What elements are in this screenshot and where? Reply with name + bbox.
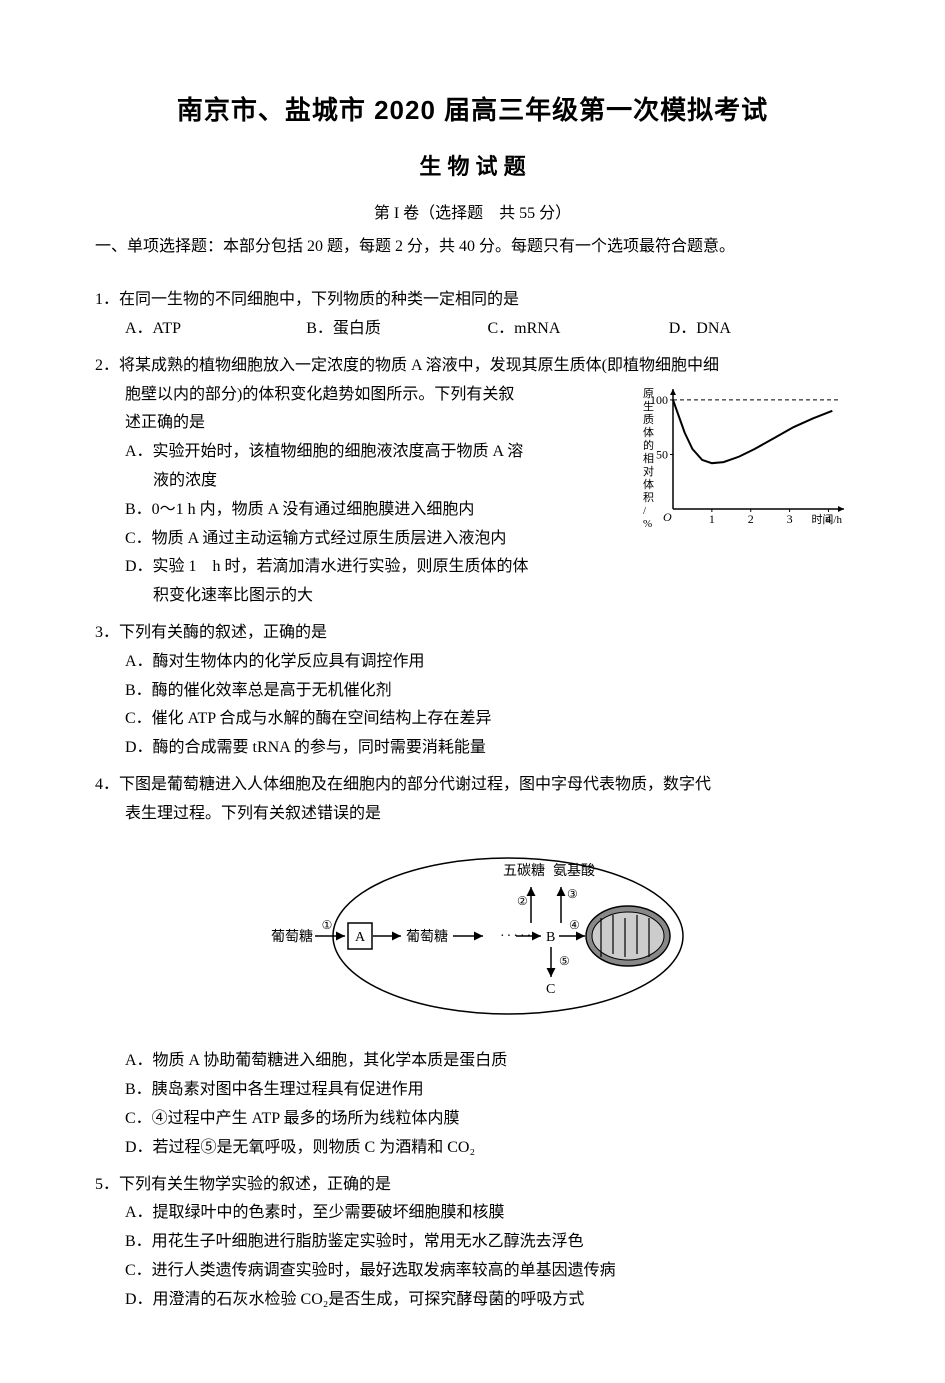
q3-option-d: D．酶的合成需要 tRNA 的参与，同时需要消耗能量 [125, 734, 850, 763]
svg-text:五碳糖: 五碳糖 [503, 863, 545, 879]
q4-options: A．物质 A 协助葡萄糖进入细胞，其化学本质是蛋白质 B．胰岛素对图中各生理过程… [95, 1047, 850, 1162]
q2-option-c: C．物质 A 通过主动运输方式经过原生质层进入液泡内 [125, 525, 623, 554]
svg-text:2: 2 [748, 512, 754, 526]
q1-option-c: C．mRNA [488, 315, 669, 344]
q2-option-d-line2: 积变化速率比图示的大 [125, 582, 623, 611]
q4-stem-line1: 4．下图是葡萄糖进入人体细胞及在细胞内的部分代谢过程，图中字母代表物质，数字代 [95, 771, 850, 800]
q4-option-c: C．④过程中产生 ATP 最多的场所为线粒体内膜 [125, 1105, 850, 1134]
q2-chart: 501001234O原生质体的相对体积/%时间/h [635, 381, 850, 539]
section-header: 第 I 卷（选择题 共 55 分） [95, 199, 850, 223]
q2-options: A．实验开始时，该植物细胞的细胞液浓度高于物质 A 溶 液的浓度 B．0～1 h… [95, 438, 623, 611]
svg-text:氨基酸: 氨基酸 [553, 862, 595, 879]
exam-title: 南京市、盐城市 2020 届高三年级第一次模拟考试 [95, 90, 850, 127]
svg-text:④: ④ [569, 918, 580, 932]
svg-text:对: 对 [643, 464, 654, 478]
q1-option-d: D．DNA [669, 315, 850, 344]
svg-text:积: 积 [643, 491, 654, 504]
q1-option-b: B．蛋白质 [306, 315, 487, 344]
svg-text:C: C [546, 982, 555, 997]
q4-option-a: A．物质 A 协助葡萄糖进入细胞，其化学本质是蛋白质 [125, 1047, 850, 1076]
exam-subtitle: 生 物 试 题 [95, 149, 850, 181]
section-instructions: 一、单项选择题：本部分包括 20 题，每题 2 分，共 40 分。每题只有一个选… [95, 233, 850, 260]
q3-option-b: B．酶的催化效率总是高于无机催化剂 [125, 677, 850, 706]
q5-stem: 5．下列有关生物学实验的叙述，正确的是 [95, 1171, 850, 1200]
svg-text:葡萄糖: 葡萄糖 [271, 929, 313, 945]
svg-text:生: 生 [643, 399, 654, 413]
svg-text:①: ① [321, 918, 332, 932]
q2-option-a-line1: A．实验开始时，该植物细胞的细胞液浓度高于物质 A 溶 [125, 438, 623, 467]
svg-text:质: 质 [643, 413, 654, 426]
q5-option-a: A．提取绿叶中的色素时，至少需要破坏细胞膜和核膜 [125, 1199, 850, 1228]
page: 南京市、盐城市 2020 届高三年级第一次模拟考试 生 物 试 题 第 I 卷（… [0, 0, 945, 1383]
q2-stem-line2: 胞壁以内的部分)的体积变化趋势如图所示。下列有关叙 [95, 381, 623, 410]
q2-stem-line3: 述正确的是 [95, 409, 623, 438]
q1-stem: 1．在同一生物的不同细胞中，下列物质的种类一定相同的是 [95, 286, 850, 315]
q3-option-a: A．酶对生物体内的化学反应具有调控作用 [125, 648, 850, 677]
q4-diagram: A葡萄糖①葡萄糖······B五碳糖氨基酸②③④⑤C [95, 843, 850, 1034]
svg-text:体: 体 [643, 425, 654, 439]
svg-text:相: 相 [643, 452, 654, 465]
question-5: 5．下列有关生物学实验的叙述，正确的是 A．提取绿叶中的色素时，至少需要破坏细胞… [95, 1171, 850, 1315]
svg-text:/: / [643, 505, 647, 517]
svg-text:O: O [663, 510, 672, 524]
q3-stem: 3．下列有关酶的叙述，正确的是 [95, 619, 850, 648]
question-3: 3．下列有关酶的叙述，正确的是 A．酶对生物体内的化学反应具有调控作用 B．酶的… [95, 619, 850, 763]
q2-stem-line1: 2．将某成熟的植物细胞放入一定浓度的物质 A 溶液中，发现其原生质体(即植物细胞… [95, 352, 850, 381]
svg-text:3: 3 [787, 512, 793, 526]
svg-text:②: ② [517, 894, 528, 908]
q1-option-a: A．ATP [125, 315, 306, 344]
q5-option-d: D．用澄清的石灰水检验 CO₂是否生成，可探究酵母菌的呼吸方式 [125, 1286, 850, 1315]
svg-text:⑤: ⑤ [559, 954, 570, 968]
line-chart-icon: 501001234O原生质体的相对体积/%时间/h [635, 381, 850, 531]
q4-stem-line2: 表生理过程。下列有关叙述错误的是 [95, 800, 850, 829]
q2-option-d-line1: D．实验 1 h 时，若滴加清水进行实验，则原生质体的体 [125, 553, 623, 582]
cell-diagram-icon: A葡萄糖①葡萄糖······B五碳糖氨基酸②③④⑤C [253, 843, 693, 1023]
question-2: 2．将某成熟的植物细胞放入一定浓度的物质 A 溶液中，发现其原生质体(即植物细胞… [95, 352, 850, 611]
question-4: 4．下图是葡萄糖进入人体细胞及在细胞内的部分代谢过程，图中字母代表物质，数字代 … [95, 771, 850, 1163]
svg-text:的: 的 [643, 438, 654, 452]
q4-option-b: B．胰岛素对图中各生理过程具有促进作用 [125, 1076, 850, 1105]
svg-text:葡萄糖: 葡萄糖 [406, 929, 448, 945]
q2-option-a-line2: 液的浓度 [125, 467, 623, 496]
q5-option-b: B．用花生子叶细胞进行脂肪鉴定实验时，常用无水乙醇洗去浮色 [125, 1228, 850, 1257]
q3-option-c: C．催化 ATP 合成与水解的酶在空间结构上存在差异 [125, 705, 850, 734]
svg-text:A: A [354, 930, 365, 945]
q1-options: A．ATP B．蛋白质 C．mRNA D．DNA [95, 315, 850, 344]
svg-text:50: 50 [656, 447, 668, 461]
svg-text:体: 体 [643, 477, 654, 491]
question-1: 1．在同一生物的不同细胞中，下列物质的种类一定相同的是 A．ATP B．蛋白质 … [95, 286, 850, 344]
q4-option-d: D．若过程⑤是无氧呼吸，则物质 C 为酒精和 CO₂ [125, 1134, 850, 1163]
svg-text:③: ③ [567, 887, 578, 901]
svg-text:原: 原 [643, 388, 654, 400]
q5-options: A．提取绿叶中的色素时，至少需要破坏细胞膜和核膜 B．用花生子叶细胞进行脂肪鉴定… [95, 1199, 850, 1314]
q3-options: A．酶对生物体内的化学反应具有调控作用 B．酶的催化效率总是高于无机催化剂 C．… [95, 648, 850, 763]
svg-text:B: B [546, 930, 555, 945]
q2-option-b: B．0～1 h 内，物质 A 没有通过细胞膜进入细胞内 [125, 496, 623, 525]
svg-text:1: 1 [709, 512, 715, 526]
svg-text:时间/h: 时间/h [811, 513, 842, 526]
svg-text:%: % [643, 518, 652, 530]
q5-option-c: C．进行人类遗传病调查实验时，最好选取发病率较高的单基因遗传病 [125, 1257, 850, 1286]
